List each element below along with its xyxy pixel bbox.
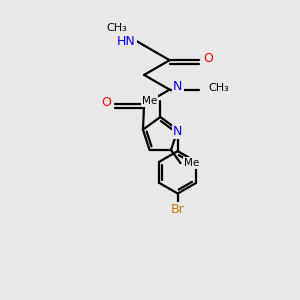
Text: Me: Me: [184, 158, 199, 168]
Text: N: N: [173, 124, 182, 138]
Text: N: N: [173, 80, 182, 93]
Text: Me: Me: [142, 96, 157, 106]
Text: CH₃: CH₃: [107, 23, 128, 33]
Text: O: O: [101, 96, 111, 110]
Text: O: O: [203, 52, 213, 65]
Text: Br: Br: [171, 202, 184, 216]
Text: CH₃: CH₃: [208, 83, 229, 93]
Text: HN: HN: [117, 35, 136, 48]
